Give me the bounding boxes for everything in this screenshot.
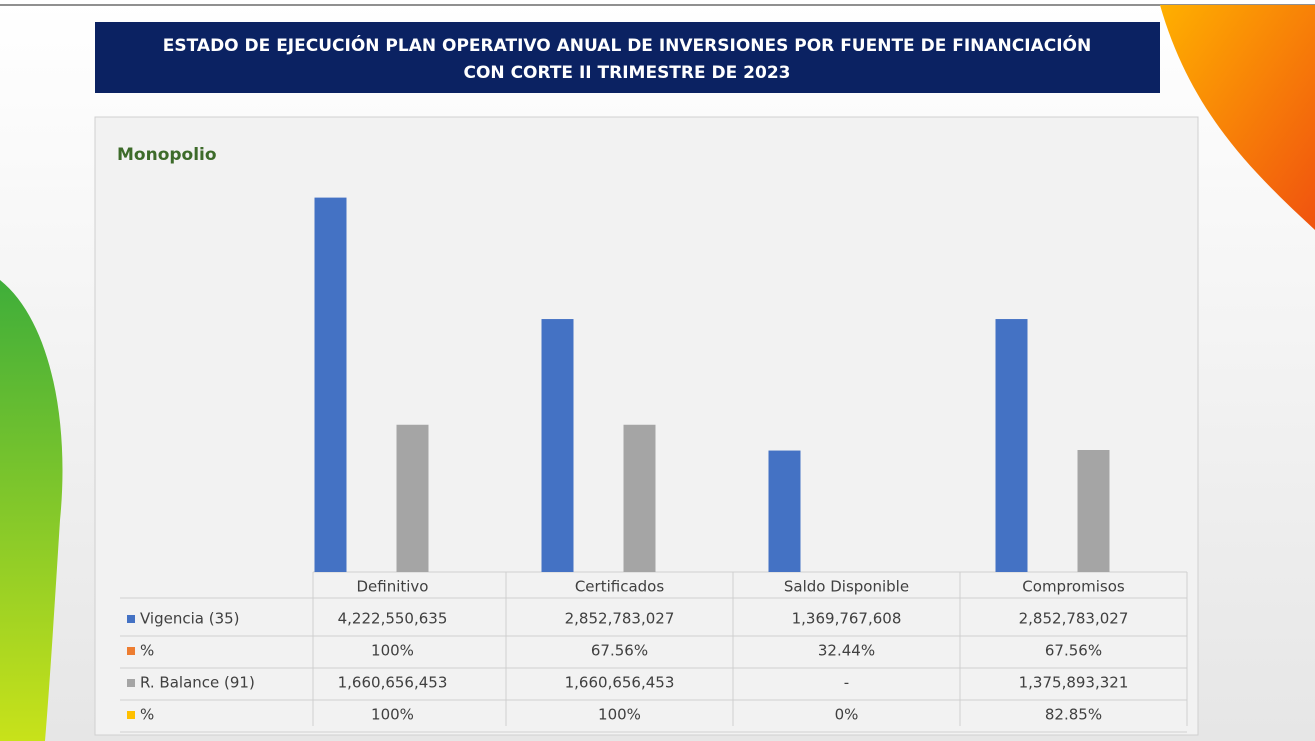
value-label: 67.56% (591, 642, 648, 660)
category-label: Saldo Disponible (784, 578, 909, 596)
value-label: 1,375,893,321 (1019, 674, 1129, 692)
value-label: 1,660,656,453 (338, 674, 448, 692)
value-label: 2,852,783,027 (565, 610, 675, 628)
bar (541, 319, 574, 572)
chart-title: Monopolio (117, 145, 217, 165)
legend-swatch (127, 615, 135, 623)
category-label: Definitivo (356, 578, 428, 596)
value-label: 100% (371, 642, 414, 660)
value-label: 82.85% (1045, 706, 1102, 724)
value-label: 1,660,656,453 (565, 674, 675, 692)
slide-title: ESTADO DE EJECUCIÓN PLAN OPERATIVO ANUAL… (163, 34, 1091, 56)
value-label: 2,852,783,027 (1019, 610, 1129, 628)
bar (623, 424, 656, 572)
legend-swatch (127, 711, 135, 719)
bar (995, 319, 1028, 572)
bar (768, 450, 801, 572)
decor-green (0, 280, 63, 741)
bar (314, 197, 347, 572)
value-label: 32.44% (818, 642, 875, 660)
value-label: 67.56% (1045, 642, 1102, 660)
value-label: 0% (835, 706, 859, 724)
value-label: 4,222,550,635 (338, 610, 448, 628)
legend-label: R. Balance (91) (140, 674, 255, 692)
category-label: Compromisos (1022, 578, 1125, 596)
legend-swatch (127, 679, 135, 687)
legend-swatch (127, 647, 135, 655)
value-label: 1,369,767,608 (792, 610, 902, 628)
header-box (95, 22, 1160, 93)
legend-label: Vigencia (35) (140, 610, 240, 628)
category-label: Certificados (575, 578, 665, 596)
value-label: - (844, 674, 849, 692)
legend-label: % (140, 642, 154, 660)
slide-title: CON CORTE II TRIMESTRE DE 2023 (464, 63, 791, 83)
decor-orange (1160, 5, 1315, 230)
value-label: 100% (371, 706, 414, 724)
plot: Definitivo Certificados Saldo Disponible Co… (120, 197, 1188, 733)
bar (1077, 450, 1110, 572)
legend-label: % (140, 706, 154, 724)
value-label: 100% (598, 706, 641, 724)
bar (396, 424, 429, 572)
